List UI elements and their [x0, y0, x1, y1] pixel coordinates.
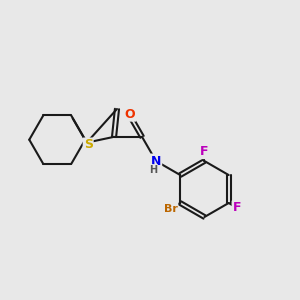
Text: O: O [125, 108, 136, 121]
Text: H: H [149, 165, 157, 175]
Text: F: F [200, 145, 209, 158]
Text: Br: Br [164, 204, 178, 214]
Text: S: S [84, 139, 93, 152]
Text: N: N [151, 154, 161, 167]
Text: F: F [232, 201, 241, 214]
